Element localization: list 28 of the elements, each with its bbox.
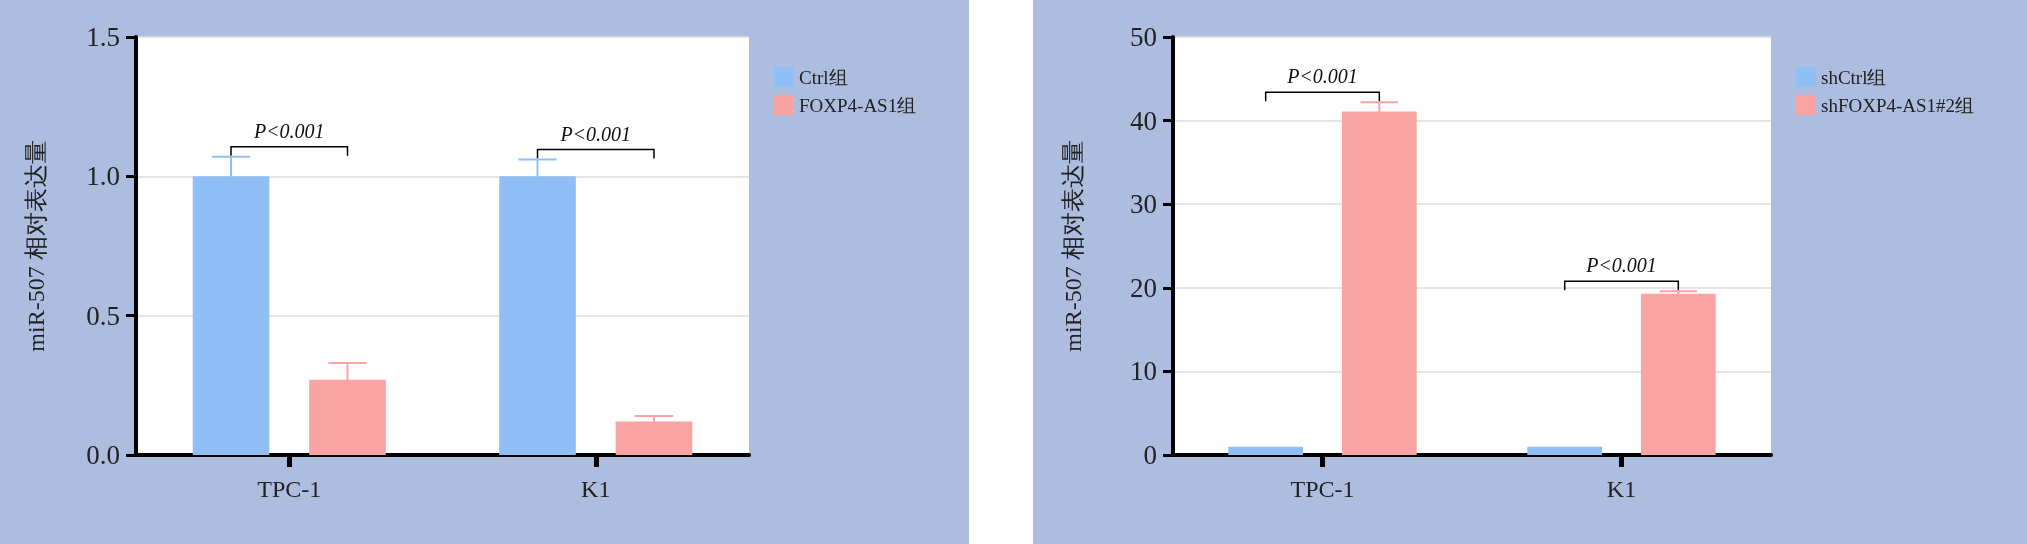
legend-label: FOXP4-AS1组 [799,94,917,116]
x-tick-label: TPC-1 [257,476,322,502]
annotation: P<0.001 [559,122,632,145]
y-axis-title: miR-507 相对表达量 [1060,140,1086,352]
bar [1527,446,1603,455]
legend-label: shFOXP4-AS1#2组 [1821,94,1975,116]
x-tick-label: K1 [581,476,611,502]
y-tick-label: 0.5 [86,300,120,331]
y-tick-label: 30 [1130,189,1157,220]
y-tick-label: 50 [1130,22,1157,52]
bar [1640,293,1716,455]
y-tick-label: 40 [1130,105,1157,136]
annotation: P<0.001 [252,119,325,142]
x-tick-label: K1 [1606,476,1637,502]
y-axis-title: miR-507 相对表达量 [23,140,49,352]
y-tick-label: 0.0 [86,440,120,470]
legend-label: Ctrl组 [799,66,848,88]
legend-label: shCtrl组 [1821,66,1887,88]
annotation: P<0.001 [1585,254,1657,277]
bar [1228,446,1304,455]
x-tick-label: TPC-1 [1290,476,1355,502]
y-tick-label: 10 [1130,356,1157,387]
y-tick-label: 1.0 [86,161,120,192]
y-tick-label: 0 [1143,440,1157,470]
bar [615,421,693,455]
annotation: P<0.001 [1286,65,1358,88]
y-tick-label: 1.5 [86,22,120,52]
y-tick-label: 20 [1130,272,1157,303]
